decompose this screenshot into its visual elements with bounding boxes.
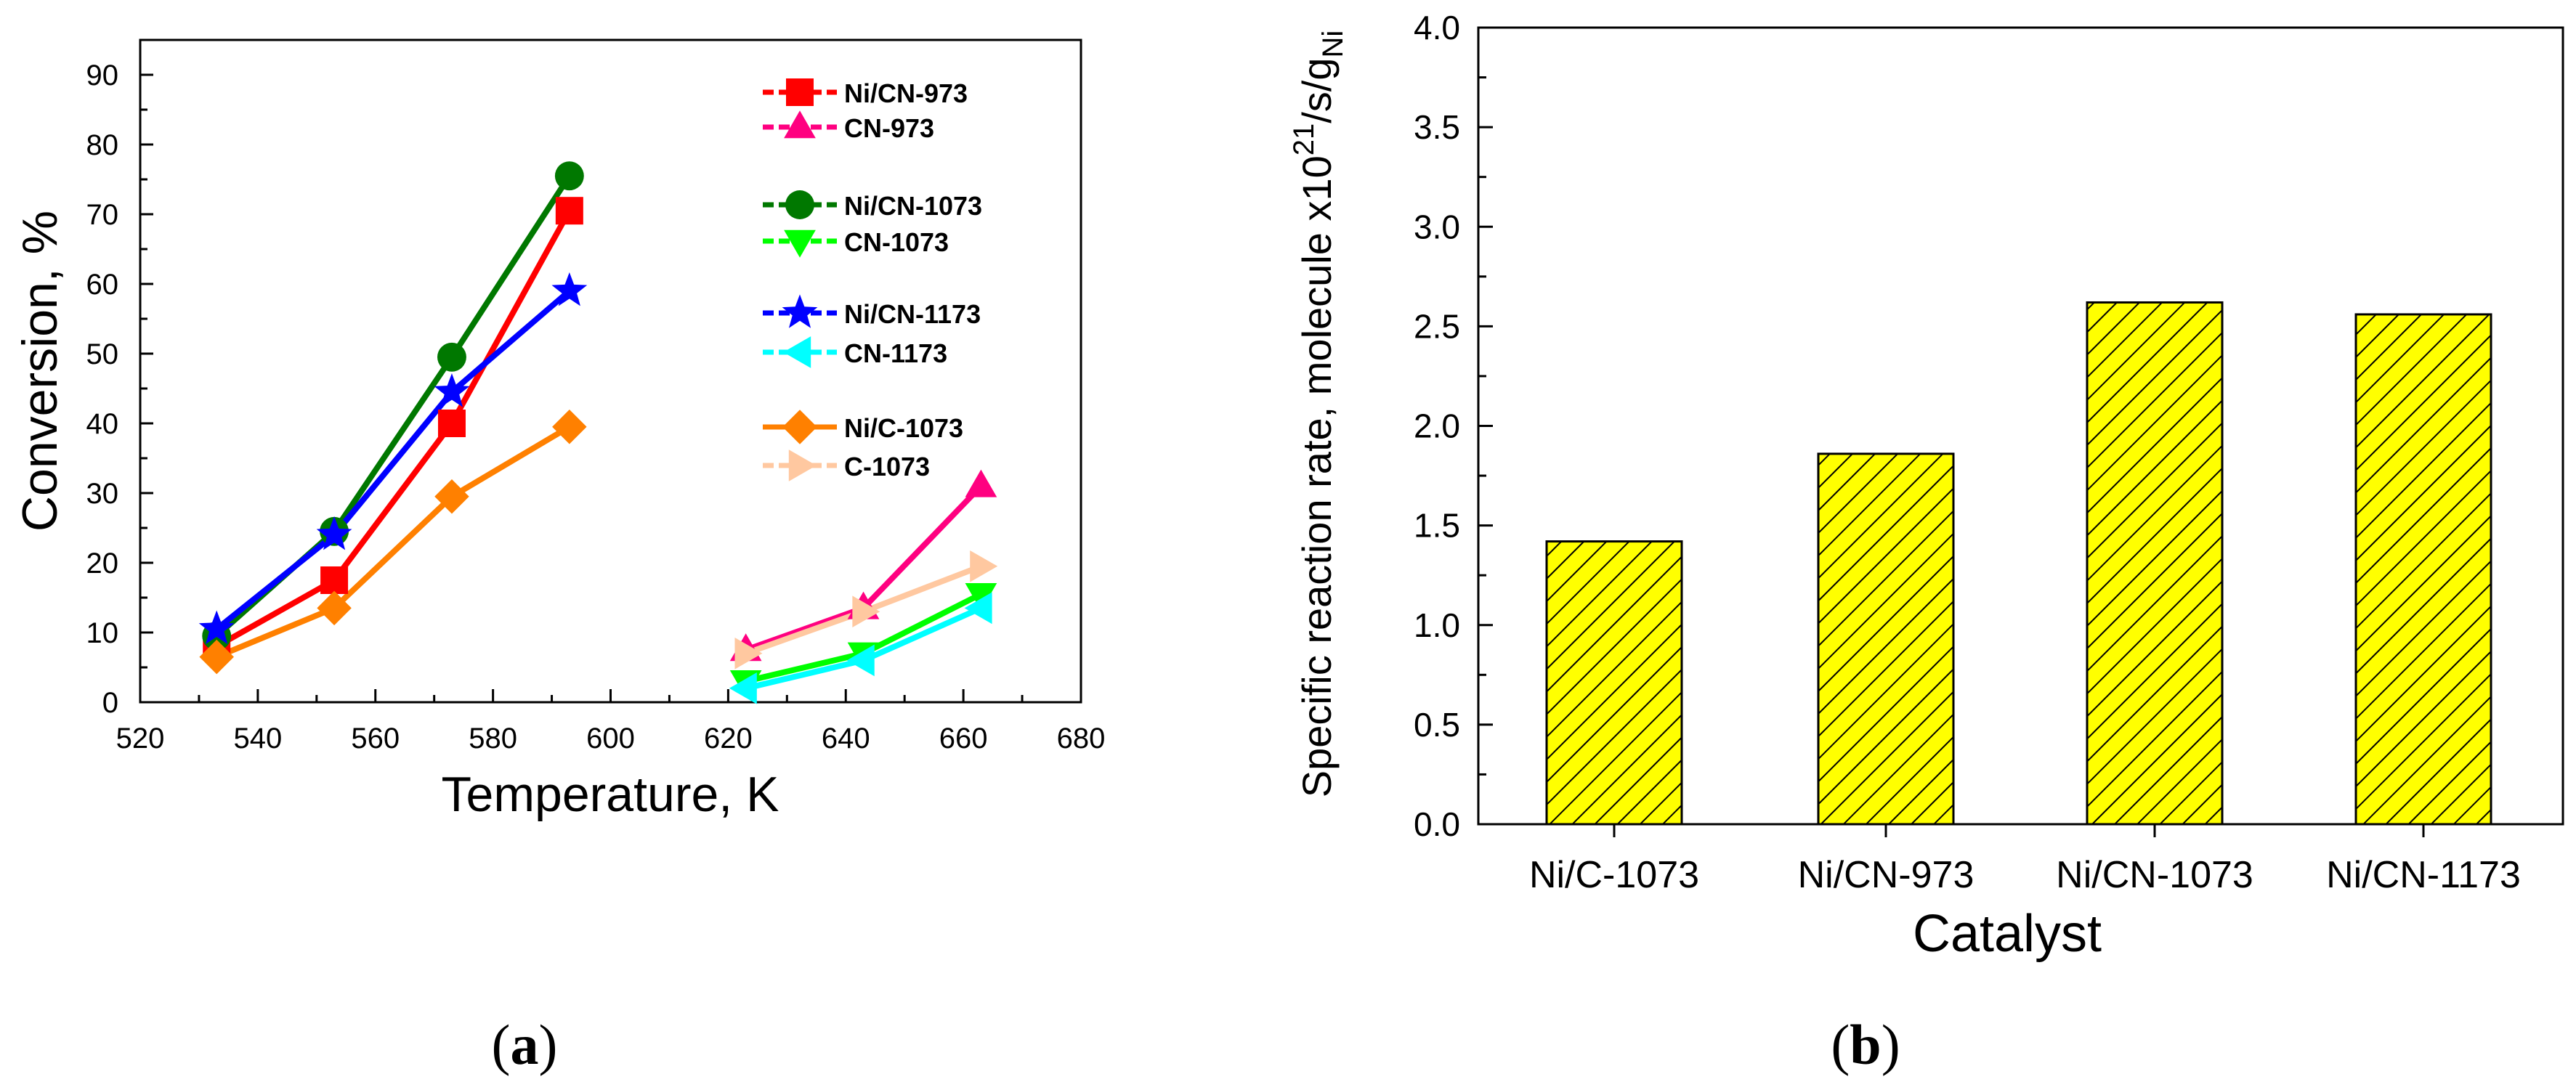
data-point-ni-cn-1073 bbox=[437, 342, 466, 372]
legend-label: C-1073 bbox=[844, 452, 930, 481]
x-tick-label-a: 660 bbox=[939, 723, 988, 754]
data-point-cn-973 bbox=[965, 469, 997, 497]
axis-ticks-b: 0.0 0.5 1.0 1.5 2.0 2.5 3.0 3.5 4.0 Ni/C-1073 Ni/C… bbox=[1414, 9, 2521, 896]
y-tick-label-a: 70 bbox=[86, 199, 119, 231]
y-tick-label-a: 10 bbox=[86, 617, 119, 649]
y-tick-label-a: 80 bbox=[86, 129, 119, 161]
legend-a: Ni/CN-973 CN-973 Ni/CN-1073 CN-1073 Ni/CN-11… bbox=[763, 78, 982, 481]
data-point-c-1073 bbox=[970, 550, 998, 582]
legend-marker bbox=[783, 336, 811, 368]
legend-label: CN-973 bbox=[844, 113, 934, 143]
data-point-ni-cn-973 bbox=[437, 410, 466, 437]
legend-label: CN-1073 bbox=[844, 227, 949, 257]
panel-b-bar-chart: 0.0 0.5 1.0 1.5 2.0 2.5 3.0 3.5 4.0 Ni/C-1073 Ni/C… bbox=[1288, 9, 2564, 1076]
x-axis-title-b: Catalyst bbox=[1913, 905, 2102, 963]
data-point-c-1073 bbox=[734, 637, 763, 670]
data-point-cn-1073 bbox=[965, 583, 997, 611]
y-tick-label-b: 0.0 bbox=[1414, 805, 1460, 843]
bar bbox=[2354, 313, 2492, 826]
y-tick-label-a: 0 bbox=[102, 687, 118, 719]
y-tick-label-b: 2.5 bbox=[1414, 307, 1460, 345]
bar bbox=[2086, 301, 2224, 826]
data-point-cn-1173 bbox=[964, 592, 992, 625]
panel-label-b-letter: b bbox=[1850, 1013, 1881, 1076]
y-tick-label-a: 30 bbox=[86, 478, 119, 510]
data-point-ni-cn-973 bbox=[320, 566, 349, 594]
x-tick-label-a: 640 bbox=[822, 723, 870, 754]
y-tick-label-a: 50 bbox=[86, 338, 119, 370]
y-axis-title-b-tail: /s/g bbox=[1294, 58, 1340, 123]
bars-b bbox=[1545, 301, 2492, 826]
y-tick-label-b: 3.5 bbox=[1414, 108, 1460, 146]
legend-marker bbox=[785, 190, 814, 219]
data-point-ni-c-1073 bbox=[434, 479, 469, 514]
x-tick-label-a: 560 bbox=[351, 723, 400, 754]
plot-frame-a bbox=[139, 38, 1082, 704]
y-axis-title-b: Specific reaction rate, molecule x1021/s… bbox=[1288, 30, 1349, 798]
y-tick-label-a: 60 bbox=[86, 269, 119, 301]
y-tick-label-b: 1.5 bbox=[1414, 507, 1460, 545]
x-tick-label-b: Ni/C-1073 bbox=[1529, 854, 1699, 896]
series-markers-a bbox=[198, 161, 998, 704]
legend-marker bbox=[782, 294, 818, 328]
bar bbox=[1545, 540, 1683, 826]
y-tick-label-a: 40 bbox=[86, 408, 119, 440]
x-tick-label-a: 680 bbox=[1057, 723, 1106, 754]
panel-label-b: (b) bbox=[1831, 1013, 1900, 1076]
legend-marker bbox=[784, 110, 816, 139]
x-tick-label-b: Ni/CN-1073 bbox=[2056, 854, 2253, 896]
y-axis-title-b-sub: Ni bbox=[1317, 30, 1349, 58]
x-tick-label-b: Ni/CN-973 bbox=[1798, 854, 1974, 896]
legend-marker bbox=[788, 450, 817, 481]
data-point-ni-cn-973 bbox=[555, 197, 583, 225]
data-point-ni-cn-1173 bbox=[198, 610, 235, 644]
legend-label: Ni/CN-1073 bbox=[844, 191, 982, 221]
y-axis-title-b-sup: 21 bbox=[1288, 123, 1320, 156]
axis-ticks-a: 520 540 560 580 600 620 640 660 680 0 10 20 30 40 50 60… bbox=[86, 38, 1106, 754]
legend-label: CN-1173 bbox=[844, 338, 947, 368]
x-axis-title-a: Temperature, K bbox=[442, 767, 779, 822]
legend-marker bbox=[782, 410, 817, 444]
series-line-ni-cn-1173 bbox=[214, 288, 572, 632]
data-point-ni-cn-1173 bbox=[316, 516, 352, 550]
data-point-ni-c-1073 bbox=[552, 410, 587, 444]
panel-label-a-letter: a bbox=[511, 1013, 539, 1076]
x-tick-label-a: 520 bbox=[116, 723, 165, 754]
y-axis-title-b-main: Specific reaction rate, molecule x10 bbox=[1294, 155, 1340, 797]
legend-marker bbox=[786, 78, 814, 106]
x-tick-label-a: 540 bbox=[234, 723, 283, 754]
data-point-cn-1173 bbox=[846, 644, 875, 677]
legend-label: Ni/CN-1173 bbox=[844, 299, 981, 329]
x-tick-label-b: Ni/CN-1173 bbox=[2326, 854, 2521, 896]
x-tick-label-a: 580 bbox=[469, 723, 517, 754]
legend-marker bbox=[784, 229, 816, 258]
series-line-ni-c-1073 bbox=[215, 424, 571, 660]
data-point-cn-1173 bbox=[729, 672, 757, 704]
y-tick-label-b: 1.0 bbox=[1414, 606, 1460, 644]
legend-label: Ni/CN-973 bbox=[844, 78, 968, 108]
y-tick-label-a: 90 bbox=[86, 60, 119, 91]
data-point-ni-c-1073 bbox=[199, 639, 234, 675]
y-tick-label-b: 4.0 bbox=[1414, 9, 1460, 46]
legend-label: Ni/C-1073 bbox=[844, 413, 963, 443]
data-point-c-1073 bbox=[852, 595, 880, 628]
data-point-ni-cn-1073 bbox=[554, 161, 584, 191]
panel-a-line-chart: 520 540 560 580 600 620 640 660 680 0 10 20 30 40 50 60… bbox=[12, 38, 1106, 1076]
y-tick-label-a: 20 bbox=[86, 548, 119, 579]
data-point-ni-c-1073 bbox=[317, 590, 352, 626]
data-point-ni-cn-1173 bbox=[434, 373, 470, 407]
series-line-ni-cn-1073 bbox=[214, 174, 572, 638]
y-tick-label-b: 0.5 bbox=[1414, 706, 1460, 744]
series-line-ni-cn-973 bbox=[215, 209, 572, 649]
x-tick-label-a: 600 bbox=[586, 723, 635, 754]
panel-label-a: (a) bbox=[492, 1013, 558, 1076]
y-axis-title-a: Conversion, % bbox=[12, 211, 68, 532]
data-point-ni-cn-1173 bbox=[551, 272, 588, 306]
x-tick-label-a: 620 bbox=[704, 723, 753, 754]
y-tick-label-b: 2.0 bbox=[1414, 407, 1460, 445]
bar bbox=[1817, 452, 1955, 826]
y-tick-label-b: 3.0 bbox=[1414, 208, 1460, 245]
